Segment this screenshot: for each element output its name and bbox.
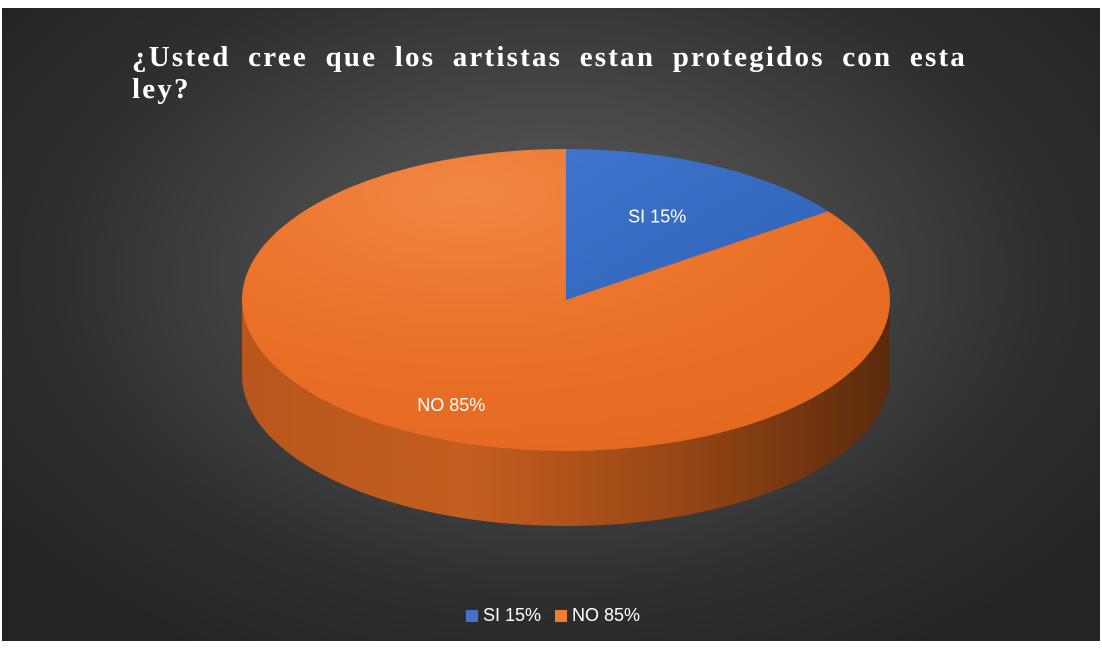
pie-tops [242, 149, 891, 452]
pie-side-no [242, 300, 890, 526]
legend-label-si: SI 15% [482, 605, 541, 625]
legend-item-si: SI 15% [465, 605, 541, 626]
pie-sides [242, 300, 890, 526]
pie-slice-no [242, 149, 891, 452]
pie-labels: SI 15% NO 85% [417, 207, 686, 415]
pie-slice-si [566, 149, 829, 300]
legend: SI 15% NO 85% [2, 605, 1102, 626]
data-label-si: SI 15% [628, 207, 686, 227]
legend-item-no: NO 85% [555, 605, 640, 626]
chart-title: ¿Usted cree que los artistas estan prote… [132, 41, 967, 105]
legend-swatch-no [555, 609, 567, 622]
legend-swatch-si [465, 609, 478, 622]
legend-label-no: NO 85% [572, 605, 641, 625]
data-label-no: NO 85% [417, 395, 485, 415]
pie-chart: SI 15% NO 85% [242, 149, 891, 526]
